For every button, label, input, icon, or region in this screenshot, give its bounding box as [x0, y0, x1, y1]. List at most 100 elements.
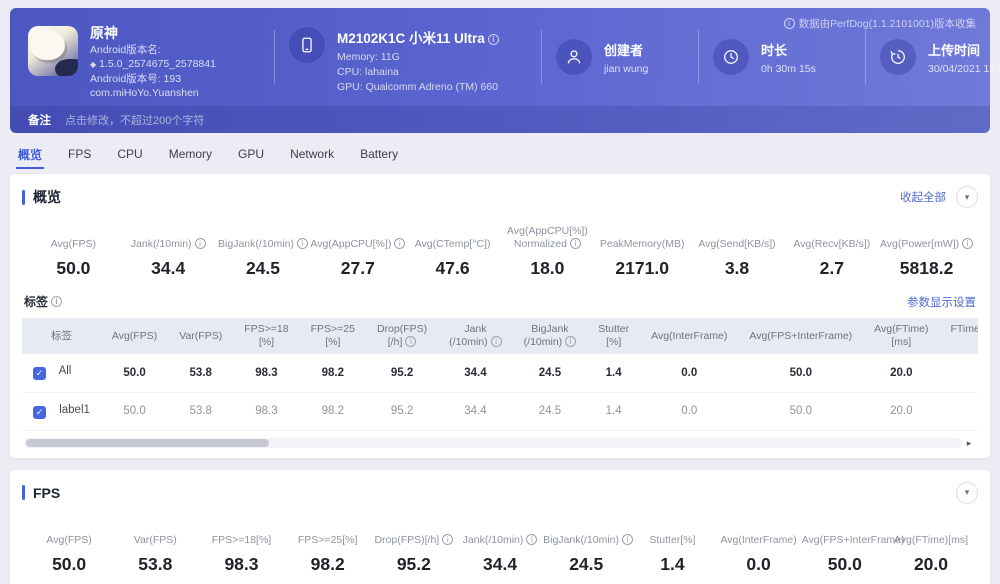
phone-icon [289, 27, 325, 63]
duration-label: 时长 [761, 42, 788, 58]
note-text[interactable]: 点击修改，不超过200个字符 [65, 114, 205, 127]
tab-fps[interactable]: FPS [68, 147, 92, 161]
duration-value: 0h 30m 15s [761, 62, 816, 75]
metric-label: Jank(/10min) [121, 224, 216, 251]
tab-gpu[interactable]: GPU [238, 147, 265, 161]
column-header: Var(FPS) [168, 318, 234, 354]
column-header: FPS>=25 [%] [299, 318, 366, 354]
info-icon[interactable] [394, 238, 406, 249]
tab-network[interactable]: Network [290, 147, 335, 161]
note-label: 备注 [28, 114, 51, 127]
game-app-icon [28, 26, 78, 76]
metric-label: Avg(CTemp[°C]) [414, 238, 491, 250]
row-label: All [58, 365, 72, 378]
row-checkbox[interactable] [33, 405, 46, 419]
collapse-overview-button[interactable] [956, 186, 978, 208]
metric-value: 1.4 [660, 553, 685, 574]
info-icon[interactable] [405, 336, 417, 347]
column-header: Stutter [%] [587, 318, 641, 354]
metric-label: PeakMemory(MB) [599, 238, 685, 250]
parameter-display-settings-link[interactable]: 参数显示设置 [907, 296, 976, 309]
table-cell: 98.3 [233, 354, 300, 393]
info-icon[interactable] [526, 533, 538, 545]
metric-value: 50.0 [56, 258, 91, 278]
table-cell: 50.0 [100, 392, 169, 431]
info-icon[interactable] [490, 336, 502, 347]
info-icon[interactable] [194, 238, 206, 249]
metric-label: Drop(FPS)[/h] [371, 520, 457, 547]
upload-time-label: 上传时间 [928, 42, 981, 58]
overview-title: 概览 [33, 189, 61, 205]
metric-value: 20.0 [913, 553, 948, 574]
metric-value: 24.5 [569, 553, 604, 574]
table-cell: 98.3 [233, 392, 300, 431]
table-cell: 0.0 [640, 354, 739, 393]
metric-item: Avg(AppCPU[%]) 27.7 [310, 224, 406, 279]
metric-value: 18.0 [530, 258, 565, 278]
metric-value: 24.5 [245, 258, 281, 278]
android-version-name-label: Android版本名: [90, 44, 161, 56]
metric-value: 2.7 [819, 258, 844, 278]
person-icon [556, 39, 592, 75]
metric-item: Avg(Recv[KB/s]) 2.7 [784, 224, 879, 279]
metric-label: Avg(Recv[KB/s]) [793, 238, 871, 250]
column-header: Avg(FTime) [ms] [863, 318, 940, 354]
info-icon[interactable] [622, 533, 633, 545]
metric-label: Avg(Power[mW]) [879, 224, 974, 251]
fps-title: FPS [33, 484, 61, 501]
tab-battery[interactable]: Battery [360, 147, 399, 161]
metric-item: Stutter[%] 1.4 [629, 520, 715, 575]
history-icon [880, 39, 916, 75]
tab-overview[interactable]: 概览 [16, 141, 45, 169]
scroll-right-arrow-icon[interactable] [962, 438, 976, 449]
metric-value: 2171.0 [615, 258, 669, 278]
metric-label: Avg(AppCPU[%]) [310, 224, 406, 251]
metric-item: Jank(/10min) 34.4 [121, 224, 216, 279]
table-cell: 50.0 [738, 392, 864, 431]
metric-item: Avg(Power[mW]) 5818.2 [879, 224, 974, 279]
clock-icon [713, 39, 749, 75]
metric-label: FPS>=18[%] [211, 533, 272, 546]
column-header: FPS>=18 [%] [233, 318, 300, 354]
tab-cpu[interactable]: CPU [117, 147, 143, 161]
metric-value: 34.4 [483, 553, 518, 574]
scrollbar-track[interactable] [24, 438, 962, 448]
tab-memory[interactable]: Memory [168, 147, 213, 161]
table-row: label1 50.0 53.8 98.3 98.2 95.2 [22, 392, 978, 431]
info-icon[interactable] [962, 238, 974, 249]
metric-item: Jank(/10min) 34.4 [457, 520, 543, 575]
info-icon[interactable] [487, 34, 499, 45]
collapse-all-link[interactable]: 收起全部 [900, 192, 946, 204]
metric-item: BigJank(/10min) 24.5 [543, 520, 633, 575]
table-cell: 95.2 [365, 354, 439, 393]
overview-metrics-row: Avg(FPS) 50.0 Jank(/10min) 34.4 BigJank(… [22, 210, 978, 291]
table-cell: 50.0 [100, 354, 169, 393]
fps-metrics-row: Avg(FPS) 50.0 Var(FPS) 53.8 FPS>=18[%] 9 [22, 506, 978, 584]
metric-value: 5818.2 [899, 258, 954, 278]
table-cell: 50.0 [738, 354, 864, 393]
device-block: M2102K1C 小米11 Ultra Memory: 11G CPU: lah… [289, 19, 527, 95]
info-icon[interactable] [51, 296, 63, 307]
android-version-name: ◆ 1.5.0_2574675_2578841 [90, 58, 216, 70]
collapse-fps-button[interactable] [956, 481, 978, 504]
metric-item: Avg(CTemp[°C]) 47.6 [405, 224, 500, 279]
info-icon[interactable] [565, 336, 577, 347]
row-checkbox[interactable] [33, 367, 46, 381]
info-icon[interactable] [442, 533, 454, 545]
labels-table-wrap: 标签 Avg(FPS) Var(FPS) [22, 318, 978, 431]
info-icon[interactable] [296, 238, 308, 249]
info-icon[interactable] [569, 238, 581, 249]
column-header: Avg(FPS+InterFrame) [738, 318, 864, 354]
metric-label: Stutter[%] [649, 533, 696, 546]
metric-item: Avg(FPS) 50.0 [26, 224, 121, 279]
table-cell: 98.2 [299, 392, 366, 431]
device-cpu: CPU: lahaina [337, 66, 399, 78]
collected-by-note: 数据由PerfDog(1.1.2101001)版本收集 [781, 16, 976, 31]
metric-item: FPS>=18[%] 98.3 [198, 520, 284, 575]
row-label-cell: All [22, 354, 101, 393]
metric-item: Drop(FPS)[/h] 95.2 [371, 520, 457, 575]
metric-value: 50.0 [52, 553, 87, 574]
metric-value: 34.4 [151, 258, 186, 278]
fps-card: FPS Avg(FPS) 50.0 Var(FPS) 53.8 [10, 469, 990, 584]
scrollbar-thumb[interactable] [26, 439, 269, 447]
